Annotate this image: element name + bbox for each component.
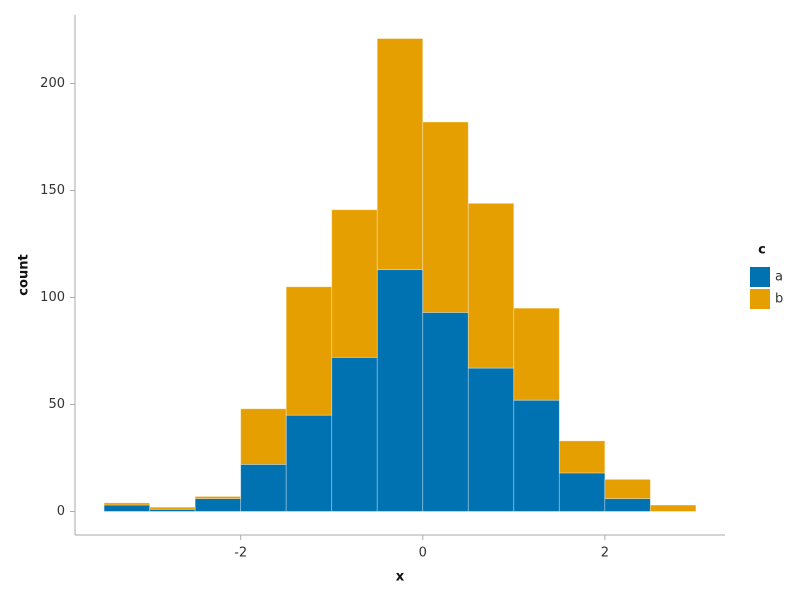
bar bbox=[558, 440, 606, 474]
bar bbox=[103, 504, 151, 512]
bar bbox=[240, 463, 287, 512]
y-tick-label: 200 bbox=[40, 76, 65, 91]
bar bbox=[558, 472, 606, 512]
bar bbox=[194, 496, 242, 500]
x-tick-label: -2 bbox=[234, 546, 247, 561]
bar bbox=[604, 478, 651, 500]
y-axis-title: count bbox=[17, 254, 32, 295]
bar bbox=[285, 414, 333, 512]
y-tick-label: 100 bbox=[40, 290, 65, 305]
bar bbox=[194, 498, 242, 512]
bar bbox=[467, 202, 515, 369]
bar bbox=[422, 312, 469, 512]
bar bbox=[331, 356, 378, 512]
bar bbox=[649, 504, 697, 512]
bar bbox=[149, 506, 196, 510]
bar bbox=[422, 121, 469, 313]
bar bbox=[467, 367, 515, 512]
bar bbox=[513, 307, 560, 401]
x-axis-title: x bbox=[396, 570, 405, 585]
bar bbox=[240, 408, 287, 465]
y-tick-label: 150 bbox=[40, 183, 65, 198]
legend-swatch bbox=[750, 289, 770, 309]
legend-label: b bbox=[775, 292, 783, 307]
bar bbox=[604, 498, 651, 512]
x-tick-label: 0 bbox=[419, 546, 427, 561]
legend-swatch bbox=[750, 267, 770, 287]
y-tick-label: 50 bbox=[48, 397, 65, 412]
bar bbox=[285, 286, 333, 416]
bar bbox=[513, 399, 560, 512]
bar bbox=[376, 269, 424, 512]
bar bbox=[331, 209, 378, 358]
x-tick-label: 2 bbox=[601, 546, 609, 561]
bar bbox=[103, 502, 151, 506]
bar bbox=[376, 38, 424, 271]
legend-label: a bbox=[775, 270, 783, 285]
y-tick-label: 0 bbox=[57, 504, 65, 519]
legend-title: c bbox=[758, 243, 766, 258]
